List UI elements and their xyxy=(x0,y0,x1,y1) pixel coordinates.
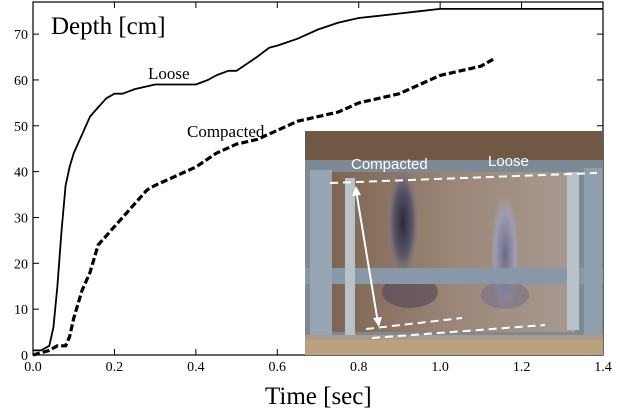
y-tick-label: 0 xyxy=(21,349,28,364)
x-tick-label: 0.4 xyxy=(187,360,205,375)
y-tick-label: 10 xyxy=(14,303,28,318)
y-tick-label: 50 xyxy=(14,120,28,135)
series-line-loose xyxy=(33,8,603,352)
y-tick-label: 30 xyxy=(14,211,28,226)
x-tick-label: 1.2 xyxy=(513,360,531,375)
y-tick-label: 20 xyxy=(14,257,28,272)
photo-label-loose: Loose xyxy=(488,153,529,170)
series-label-compacted: Compacted xyxy=(187,122,265,141)
y-tick-label: 40 xyxy=(14,166,28,181)
x-tick-label: 1.4 xyxy=(594,360,612,375)
x-tick-label: 0.8 xyxy=(350,360,368,375)
y-axis-title: Depth [cm] xyxy=(51,13,166,40)
x-tick-label: 0.2 xyxy=(106,360,124,375)
y-tick-label: 60 xyxy=(14,74,28,89)
y-tick-label: 70 xyxy=(14,28,28,43)
x-tick-label: 0.6 xyxy=(269,360,287,375)
x-axis-title: Time [sec] xyxy=(265,383,372,410)
series-line-compacted xyxy=(32,57,494,357)
series-label-loose: Loose xyxy=(148,64,190,83)
x-tick-label: 0.0 xyxy=(24,360,42,375)
axis-tick-labels: 0.0 0.2 0.4 0.6 0.8 1.0 1.2 1.4 0 10 20 30 40 50 60 70 xyxy=(14,28,612,375)
photo-label-compacted: Compacted xyxy=(351,156,428,173)
series-group xyxy=(32,8,603,357)
inset-photo: Compacted Loose xyxy=(305,131,603,355)
x-tick-label: 1.0 xyxy=(431,360,449,375)
